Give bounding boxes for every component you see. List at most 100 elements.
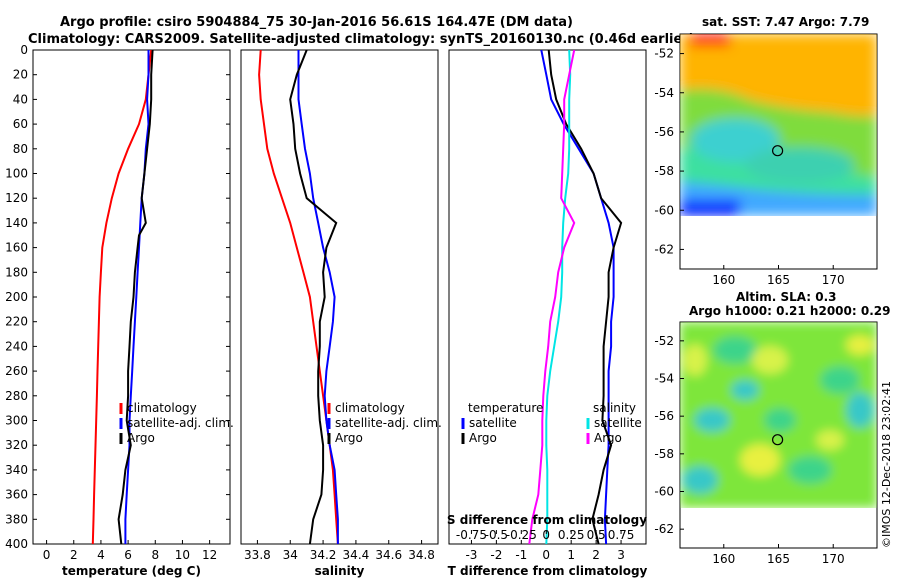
sla-map-title: Altim. SLA: 0.3 bbox=[736, 290, 837, 304]
x-tick-label: 33.8 bbox=[244, 548, 271, 562]
map-y-tick-label: -62 bbox=[654, 242, 674, 256]
secondary-tick-label: -0.25 bbox=[506, 528, 537, 542]
difference-panel-series bbox=[528, 50, 623, 544]
temperature-panel-series bbox=[91, 50, 154, 544]
secondary-tick-label: 0.5 bbox=[587, 528, 606, 542]
difference-panel: -3 -2 -1 0 1 2 3 T difference from climatology t… bbox=[447, 49, 648, 578]
legend-label: climatology bbox=[335, 401, 405, 415]
salinity-panel-series bbox=[258, 50, 339, 544]
map-y-tick-label: -56 bbox=[654, 409, 674, 423]
secondary-tick-label: -0.5 bbox=[485, 528, 508, 542]
x-tick-label: 2 bbox=[70, 548, 78, 562]
credit-stamp: ©IMOS 12-Dec-2018 23:02:41 bbox=[880, 381, 893, 548]
salinity-panel: 33.8 34 34.2 34.4 34.6 34.8 salinity climatolog… bbox=[240, 49, 442, 578]
sla-argo-location-marker bbox=[771, 434, 784, 446]
map-y-tick-label: -60 bbox=[654, 203, 674, 217]
temperature-panel-frame bbox=[32, 49, 231, 545]
map-x-tick-label: 160 bbox=[712, 273, 735, 287]
map-x-tick-label: 170 bbox=[822, 273, 845, 287]
legend-label: Argo bbox=[469, 431, 497, 445]
depth-tick-label: 120 bbox=[5, 191, 28, 205]
x-tick-label: 0 bbox=[43, 548, 51, 562]
map-axes: 160 165 170 -52 -54 -56 -58 -60 -62 160 165 170 -52 -… bbox=[654, 47, 844, 566]
series-line-temperature-argo bbox=[547, 50, 623, 544]
secondary-tick-label: 0.75 bbox=[608, 528, 635, 542]
depth-tick-label: 140 bbox=[5, 216, 28, 230]
map-x-tick-label: 165 bbox=[767, 552, 790, 566]
x-tick-label: 0 bbox=[542, 548, 550, 562]
x-tick-label: 12 bbox=[202, 548, 217, 562]
secondary-tick-label: -0.75 bbox=[456, 528, 487, 542]
legend-label: satellite-adj. clim. bbox=[335, 416, 442, 430]
secondary-tick-label: 0.25 bbox=[558, 528, 585, 542]
series-line-climatology bbox=[91, 50, 153, 544]
depth-tick-label: 220 bbox=[5, 315, 28, 329]
map-y-tick-label: -54 bbox=[654, 86, 674, 100]
depth-tick-label: 300 bbox=[5, 414, 28, 428]
x-tick-label: 34.2 bbox=[310, 548, 337, 562]
x-tick-label: 34.8 bbox=[408, 548, 435, 562]
map-y-tick-label: -58 bbox=[654, 447, 674, 461]
sla-map-subtitle: Argo h1000: 0.21 h2000: 0.29 bbox=[689, 304, 890, 318]
series-line-satellite-adj-clim- bbox=[124, 50, 150, 544]
sla-no-data-area bbox=[681, 508, 876, 547]
x-tick-label: 34.6 bbox=[375, 548, 402, 562]
depth-tick-label: 380 bbox=[5, 512, 28, 526]
depth-tick-label: 320 bbox=[5, 438, 28, 452]
series-line-argo bbox=[117, 50, 154, 544]
depth-tick-label: 80 bbox=[13, 142, 28, 156]
temperature-panel: 0204060801001201401601802002202402602803… bbox=[5, 43, 234, 578]
map-x-tick-label: 160 bbox=[712, 552, 735, 566]
salinity-panel-frame bbox=[240, 49, 439, 545]
sla-map: Altim. SLA: 0.3 Argo h1000: 0.21 h2000: … bbox=[679, 290, 890, 549]
difference-panel-frame bbox=[448, 49, 647, 545]
x-tick-label: 1 bbox=[567, 548, 575, 562]
depth-tick-label: 100 bbox=[5, 167, 28, 181]
legend-label: satellite bbox=[469, 416, 517, 430]
x-tick-label: -1 bbox=[515, 548, 527, 562]
legend-label: Argo bbox=[127, 431, 155, 445]
salinity-panel-xlabel: salinity bbox=[315, 564, 365, 578]
map-y-tick-label: -52 bbox=[654, 47, 674, 61]
map-x-tick-label: 165 bbox=[767, 273, 790, 287]
map-x-tick-label: 170 bbox=[822, 552, 845, 566]
series-line-climatology bbox=[258, 50, 339, 544]
map-y-tick-label: -62 bbox=[654, 522, 674, 536]
legend-label: Argo bbox=[594, 431, 622, 445]
depth-tick-label: 240 bbox=[5, 339, 28, 353]
sst-map-title: sat. SST: 7.47 Argo: 7.79 bbox=[702, 15, 869, 29]
x-tick-label: 10 bbox=[175, 548, 190, 562]
depth-tick-label: 160 bbox=[5, 241, 28, 255]
depth-tick-label: 200 bbox=[5, 290, 28, 304]
series-line-argo bbox=[289, 50, 338, 544]
legend-label: Argo bbox=[335, 431, 363, 445]
sst-argo-location-marker bbox=[771, 145, 784, 157]
legend-label: satellite-adj. clim. bbox=[127, 416, 234, 430]
temperature-panel-xlabel: temperature (deg C) bbox=[62, 564, 201, 578]
figure-title-line-1: Argo profile: csiro 5904884_75 30-Jan-20… bbox=[60, 15, 573, 30]
x-tick-label: 6 bbox=[124, 548, 132, 562]
series-line-satellite-adj-clim- bbox=[297, 50, 339, 544]
x-tick-label: 4 bbox=[97, 548, 105, 562]
sla-field bbox=[680, 322, 877, 508]
legend-label: salinity bbox=[593, 401, 636, 415]
x-tick-label: 2 bbox=[592, 548, 600, 562]
map-y-tick-label: -56 bbox=[654, 125, 674, 139]
legend-label: temperature bbox=[468, 401, 543, 415]
x-tick-label: 8 bbox=[151, 548, 159, 562]
series-line-salinity-argo bbox=[528, 50, 576, 544]
difference-panel-xlabel: T difference from climatology bbox=[448, 564, 648, 578]
map-y-tick-label: -58 bbox=[654, 164, 674, 178]
depth-tick-label: 180 bbox=[5, 265, 28, 279]
x-tick-label: -2 bbox=[490, 548, 502, 562]
depth-tick-label: 400 bbox=[5, 537, 28, 551]
series-line-salinity-satellite bbox=[545, 50, 572, 544]
legend-label: climatology bbox=[127, 401, 197, 415]
depth-tick-label: 280 bbox=[5, 389, 28, 403]
x-tick-label: 3 bbox=[617, 548, 625, 562]
sst-field bbox=[680, 34, 877, 216]
x-tick-label: -3 bbox=[465, 548, 477, 562]
figure-title-line-2: Climatology: CARS2009. Satellite-adjuste… bbox=[28, 32, 695, 47]
depth-tick-label: 60 bbox=[13, 117, 28, 131]
